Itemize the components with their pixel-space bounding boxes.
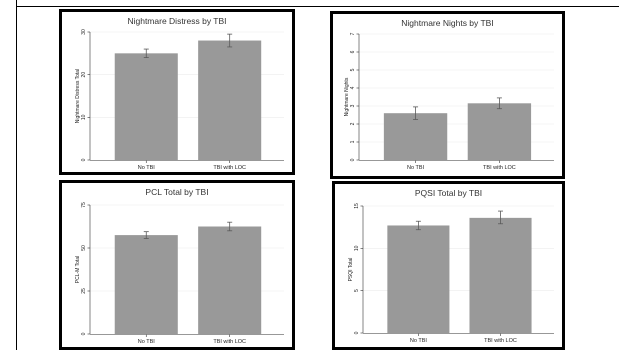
- chart-1-y-tick-label: 30: [81, 29, 87, 35]
- chart-3-y-tick-label: 75: [81, 202, 87, 208]
- chart-1-y-tick-label: 0: [81, 158, 87, 161]
- chart-3-y-tick-label: 25: [81, 288, 87, 294]
- chart-4-title: PQSI Total by TBI: [415, 188, 482, 198]
- chart-4-bar: [469, 217, 532, 333]
- chart-panel-pcl-total: PCL Total by TBI 0 25 50 75 PCL-M Total No TBI…: [59, 180, 295, 350]
- chart-2-y-axis-label: Nightmare Nights: [344, 77, 350, 116]
- chart-3-x-tick-label: TBI with LOC: [213, 339, 246, 345]
- chart-1-bar: [198, 40, 262, 160]
- chart-panel-pqsi-total: PQSI Total by TBI 0 5 10 15 PSQI Total No TBI T…: [332, 181, 565, 350]
- chart-4-y-axis-label: PSQI Total: [348, 258, 354, 282]
- chart-2-x-tick-label: TBI with LOC: [483, 165, 516, 171]
- chart-4-x-tick-label: TBI with LOC: [484, 338, 517, 344]
- chart-4-bar: [387, 225, 450, 333]
- chart-1-y-tick-label: 20: [81, 72, 87, 78]
- chart-1-title: Nightmare Distress by TBI: [127, 16, 226, 26]
- chart-2-y-tick-label: 5: [350, 68, 356, 71]
- chart-nightmare-distress: Nightmare Distress by TBI 0 10 20 30 Nightmar…: [75, 16, 284, 171]
- chart-pcl-total: PCL Total by TBI 0 25 50 75 PCL-M Total No TBI…: [75, 187, 284, 345]
- chart-3-y-tick-label: 50: [81, 245, 87, 251]
- chart-1-y-axis-label: Nightmare Distress Total: [75, 69, 81, 123]
- chart-nightmare-nights: Nightmare Nights by TBI 0 1 2 3 4 5 6 7 Nightmare…: [344, 18, 554, 171]
- chart-panel-nightmare-distress: Nightmare Distress by TBI 0 10 20 30 Nightmar…: [59, 9, 295, 175]
- chart-3-y-tick-label: 0: [81, 332, 87, 335]
- chart-2-y-tick-label: 6: [350, 50, 356, 53]
- chart-1-y-tick-label: 10: [81, 114, 87, 120]
- chart-3-x-tick-label: No TBI: [138, 339, 155, 345]
- chart-2-y-tick-label: 3: [350, 104, 356, 107]
- chart-4-y-tick-label: 15: [354, 203, 360, 209]
- chart-1-x-tick-label: No TBI: [138, 165, 155, 171]
- chart-1-x-tick-label: TBI with LOC: [213, 165, 246, 171]
- chart-3-title: PCL Total by TBI: [145, 187, 208, 197]
- top-horizontal-rule: [16, 6, 619, 7]
- chart-2-y-tick-label: 1: [350, 140, 356, 143]
- chart-4-y-tick-label: 5: [354, 289, 360, 292]
- chart-4-y-tick-label: 10: [354, 245, 360, 251]
- chart-3-y-axis-label: PCL-M Total: [75, 256, 81, 283]
- chart-panel-nightmare-nights: Nightmare Nights by TBI 0 1 2 3 4 5 6 7 Nightmare…: [330, 11, 565, 179]
- chart-2-title: Nightmare Nights by TBI: [401, 18, 493, 28]
- chart-2-bar: [383, 113, 448, 160]
- chart-2-y-tick-label: 2: [350, 122, 356, 125]
- chart-pqsi-total: PQSI Total by TBI 0 5 10 15 PSQI Total No TBI T…: [348, 188, 554, 344]
- chart-4-y-tick-label: 0: [354, 331, 360, 334]
- left-vertical-rule: [16, 0, 17, 350]
- chart-3-bar: [114, 235, 178, 334]
- chart-2-x-tick-label: No TBI: [407, 165, 424, 171]
- chart-2-y-tick-label: 0: [350, 158, 356, 161]
- chart-3-bar: [198, 226, 262, 334]
- chart-1-bar: [114, 53, 178, 161]
- chart-2-y-tick-label: 4: [350, 86, 356, 89]
- chart-4-x-tick-label: No TBI: [410, 338, 427, 344]
- chart-2-y-tick-label: 7: [350, 32, 356, 35]
- chart-2-bar: [467, 103, 532, 160]
